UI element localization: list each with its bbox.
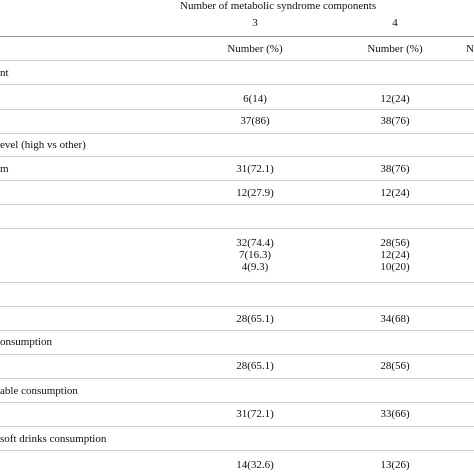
row-rule (0, 378, 474, 379)
row-rule (0, 306, 474, 307)
spanner-header: Number of metabolic syndrome components (180, 0, 377, 12)
row-rule (0, 330, 474, 331)
column-5-subheader-fragment: N (466, 43, 474, 55)
row-rule (0, 156, 474, 157)
row-rule (0, 109, 474, 110)
table-cell: 32(74.4) (236, 237, 274, 249)
row-rule (0, 228, 474, 229)
row-label: soft drinks consumption (0, 433, 107, 445)
column-3-header: 3 (252, 17, 258, 29)
row-rule (0, 354, 474, 355)
row-rule (0, 426, 474, 427)
table-cell: 33(66) (380, 408, 410, 420)
table-cell: 34(68) (380, 313, 410, 325)
row-label: able consumption (0, 385, 78, 397)
table-cell: 31(72.1) (236, 163, 274, 175)
column-3-subheader: Number (%) (227, 43, 283, 55)
table-cell: 12(27.9) (236, 187, 274, 199)
row-rule (0, 204, 474, 205)
table-cell: 6(14) (243, 93, 267, 105)
table-cell: 14(32.6) (236, 459, 274, 471)
column-4-header: 4 (392, 17, 398, 29)
row-rule (0, 180, 474, 181)
row-label: onsumption (0, 336, 52, 348)
table-cell: 28(65.1) (236, 313, 274, 325)
table-cell: 12(24) (380, 249, 410, 261)
row-rule (0, 450, 474, 451)
row-rule (0, 402, 474, 403)
table-cell: 28(56) (380, 237, 410, 249)
table-cell: 12(24) (380, 93, 410, 105)
table-cell: 28(65.1) (236, 360, 274, 372)
table-cell: 38(76) (380, 115, 410, 127)
column-4-subheader: Number (%) (367, 43, 423, 55)
row-label: evel (high vs other) (0, 139, 86, 151)
row-rule (0, 60, 474, 61)
header-rule (0, 36, 474, 37)
table-cell-stack: 28(56) 12(24) 10(20) (330, 237, 460, 273)
table-cell: 28(56) (380, 360, 410, 372)
table-cell: 38(76) (380, 163, 410, 175)
row-rule (0, 282, 474, 283)
table-cell: 10(20) (380, 261, 410, 273)
row-rule (0, 133, 474, 134)
table-cell-stack: 32(74.4) 7(16.3) 4(9.3) (190, 237, 320, 273)
row-label: nt (0, 67, 9, 79)
row-label: m (0, 163, 9, 175)
table-cell: 4(9.3) (241, 261, 269, 273)
row-rule (0, 84, 474, 85)
table-cell: 7(16.3) (238, 249, 272, 261)
table-cell: 37(86) (240, 115, 270, 127)
table-cell: 12(24) (380, 187, 410, 199)
table-cell: 31(72.1) (236, 408, 274, 420)
table-cell: 13(26) (380, 459, 410, 471)
